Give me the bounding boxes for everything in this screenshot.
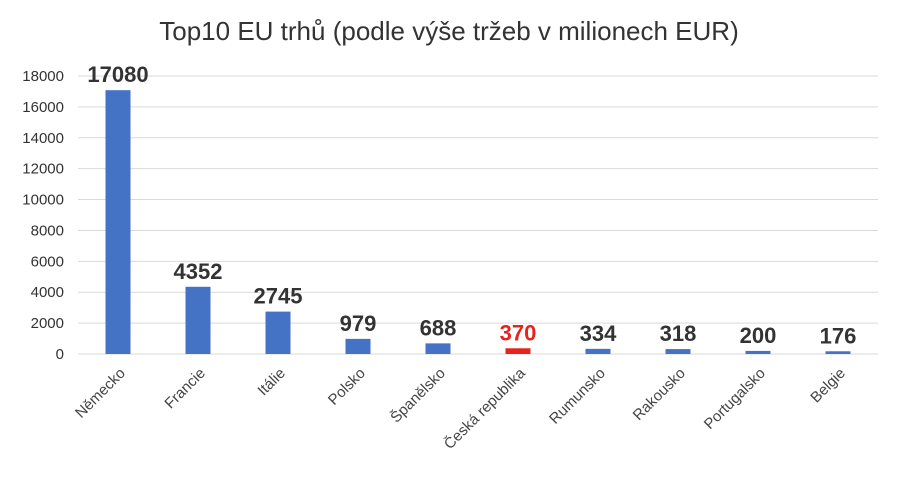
- x-tick-label: Belgie: [807, 365, 849, 407]
- data-label: 17080: [87, 62, 148, 87]
- x-tick-label: Rakousko: [630, 365, 689, 424]
- data-label: 370: [500, 320, 537, 345]
- bar: [745, 350, 771, 354]
- x-tick-label: Portugalsko: [701, 365, 769, 433]
- data-label: 979: [340, 311, 377, 336]
- y-tick-label: 10000: [22, 192, 64, 209]
- bar: [825, 351, 851, 354]
- x-tick-label: Česká republika: [441, 364, 530, 453]
- bar: [345, 338, 371, 354]
- y-axis-ticks: 0 2000 4000 6000 8000 10000 12000 14000 16000 180…: [22, 68, 64, 363]
- y-tick-label: 18000: [22, 68, 64, 85]
- bar: [425, 343, 451, 354]
- data-label: 4352: [174, 259, 223, 284]
- bar: [265, 311, 291, 354]
- y-tick-label: 16000: [22, 99, 64, 116]
- bar: [105, 90, 131, 354]
- data-label: 318: [660, 321, 697, 346]
- bar: [505, 348, 531, 354]
- x-tick-label: Rumunsko: [546, 365, 609, 428]
- y-tick-label: 12000: [22, 161, 64, 178]
- y-tick-label: 6000: [31, 253, 64, 270]
- x-tick-label: Itálie: [254, 365, 288, 399]
- bars: [105, 90, 851, 354]
- y-tick-label: 8000: [31, 222, 64, 239]
- bar: [585, 348, 611, 354]
- bar: [185, 286, 211, 354]
- x-tick-label: Polsko: [325, 365, 369, 409]
- data-label: 2745: [254, 284, 303, 309]
- data-label: 334: [580, 321, 617, 346]
- x-tick-label: Francie: [161, 365, 208, 412]
- data-label: 688: [420, 315, 457, 340]
- chart-title: Top10 EU trhů (podle výše tržeb v milion…: [159, 16, 738, 46]
- x-tick-label: Španělsko: [387, 365, 449, 427]
- bar: [665, 349, 691, 354]
- y-tick-label: 0: [56, 346, 64, 363]
- y-tick-label: 14000: [22, 130, 64, 147]
- y-tick-label: 2000: [31, 315, 64, 332]
- data-labels: 17080 4352 2745 979 688 370 334 318 200 176: [87, 62, 856, 348]
- gridlines: [78, 75, 878, 355]
- data-label: 200: [740, 323, 777, 348]
- y-tick-label: 4000: [31, 284, 64, 301]
- x-tick-label: Německo: [72, 365, 129, 422]
- x-axis-ticks: Německo Francie Itálie Polsko ŠpanělskoČeská…: [72, 364, 849, 453]
- data-label: 176: [820, 323, 857, 348]
